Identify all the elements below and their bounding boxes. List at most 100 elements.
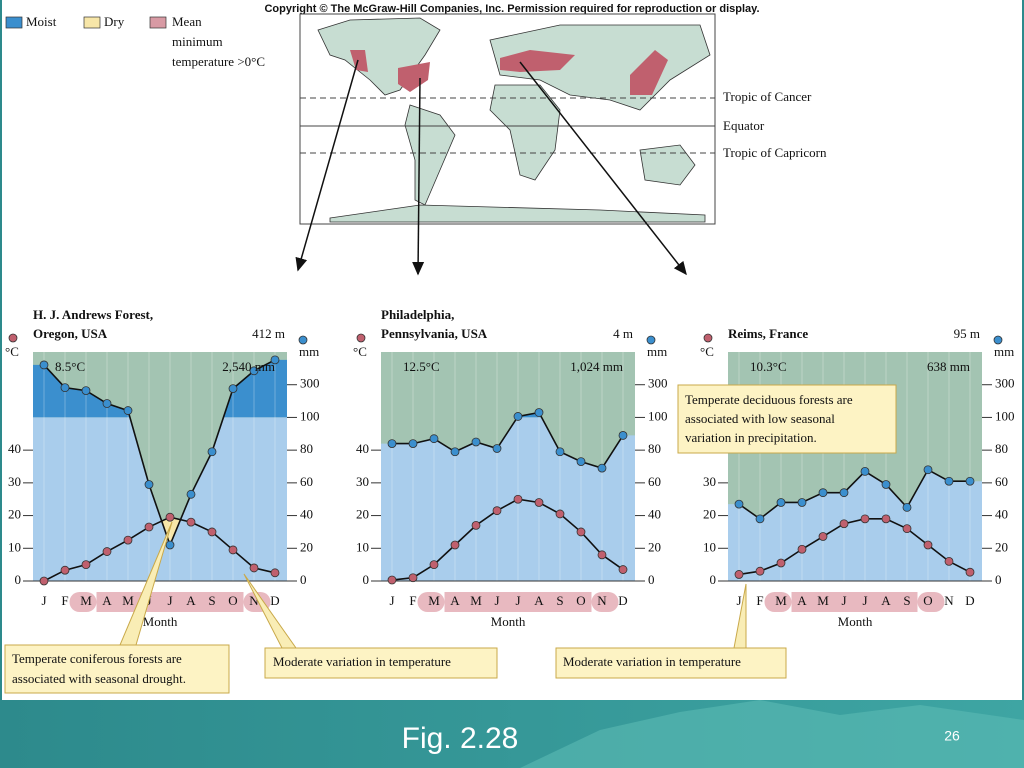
map-label: Equator: [723, 118, 765, 133]
y-tick-label: 40: [8, 441, 21, 456]
precipitation-point: [165, 540, 175, 550]
x-axis-label: Month: [491, 614, 526, 629]
annual-precipitation: 2,540 mm: [222, 359, 275, 374]
y2-tick-label: 0: [995, 572, 1002, 587]
x-tick-label: J: [494, 593, 499, 608]
region-oregon: [350, 50, 368, 72]
x-tick-label: M: [80, 593, 92, 608]
temperature-point: [597, 550, 607, 560]
y-tick-label: 10: [356, 539, 369, 554]
y-tick-label: 30: [8, 474, 21, 489]
frost-free-month: [201, 592, 223, 612]
callout-box: [4, 644, 230, 694]
y-tick-label: 30: [356, 474, 369, 489]
temperature-point: [555, 509, 565, 519]
map-label: Tropic of Capricorn: [723, 145, 827, 160]
x-tick-label: F: [409, 593, 416, 608]
x-tick-label: F: [61, 593, 68, 608]
callout-text: variation in precipitation.: [685, 430, 817, 445]
legend-swatch: [149, 16, 167, 29]
frost-free-month: [854, 592, 876, 612]
y2-tick-label: 60: [300, 474, 313, 489]
frost-free-month: [507, 592, 529, 612]
temperature-point: [576, 527, 586, 537]
y2-tick-label: 20: [648, 539, 661, 554]
temperature-point: [860, 514, 870, 524]
annual-precipitation: 638 mm: [927, 359, 970, 374]
chart-title: Oregon, USA: [33, 326, 108, 341]
legend-label: Dry: [104, 14, 125, 29]
mean-temperature: 8.5°C: [55, 359, 85, 374]
callout-box: [555, 647, 787, 679]
frost-free-month: [417, 592, 445, 612]
precipitation-point: [755, 514, 765, 524]
y2-tick-label: 20: [995, 539, 1008, 554]
y2-tick-label: 80: [995, 441, 1008, 456]
precipitation-point: [270, 355, 280, 365]
x-tick-label: O: [228, 593, 237, 608]
chart-title: Philadelphia,: [381, 307, 454, 322]
mean-temperature: 12.5°C: [403, 359, 440, 374]
y2-tick-label: 20: [300, 539, 313, 554]
x-tick-label: J: [515, 593, 520, 608]
precipitation-point: [734, 499, 744, 509]
x-tick-label: M: [817, 593, 829, 608]
precipitation-point: [123, 406, 133, 415]
legend-marker: [8, 333, 18, 343]
x-tick-label: D: [618, 593, 627, 608]
x-tick-label: J: [167, 593, 172, 608]
precipitation-point: [102, 399, 112, 408]
frost-free-month: [875, 592, 897, 612]
y2-tick-label: 80: [648, 441, 661, 456]
legend-label: temperature >0°C: [172, 54, 265, 69]
x-tick-label: J: [841, 593, 846, 608]
legend-label: Mean: [172, 14, 202, 29]
temperature-point: [429, 560, 439, 570]
chart-title: H. J. Andrews Forest,: [33, 307, 153, 322]
legend-marker: [298, 335, 308, 345]
frost-free-month: [486, 592, 508, 612]
precipitation-point: [471, 437, 481, 447]
frost-free-month: [465, 592, 487, 612]
legend-marker: [703, 333, 713, 343]
precipitation-point: [186, 489, 196, 499]
frost-free-month: [528, 592, 550, 612]
precipitation-point: [797, 498, 807, 507]
temperature-point: [39, 576, 49, 586]
precipitation-point: [39, 360, 49, 370]
callout-text: Moderate variation in temperature: [563, 654, 741, 669]
x-tick-label: N: [597, 593, 607, 608]
temperature-point: [776, 558, 786, 568]
frost-free-month: [549, 592, 571, 612]
frost-free-month: [896, 592, 918, 612]
temperature-point: [228, 545, 238, 555]
temperature-point: [471, 520, 481, 530]
precipitation-point: [597, 463, 607, 473]
x-tick-label: A: [881, 593, 891, 608]
y-tick-label: 0: [15, 572, 22, 587]
moist-area: [728, 469, 982, 581]
frost-free-month: [570, 592, 592, 612]
world-map: Tropic of Cancer Equator Tropic of Capri…: [299, 13, 827, 225]
frost-free-month: [180, 592, 202, 612]
x-axis-label: Month: [143, 614, 178, 629]
temperature-point: [881, 514, 891, 524]
x-tick-label: A: [186, 593, 196, 608]
moist-area-high: [33, 359, 287, 418]
temperature-point: [144, 522, 154, 532]
precipitation-point: [408, 439, 418, 449]
frost-free-month: [96, 592, 118, 612]
y2-tick-label: 100: [995, 408, 1015, 423]
precipitation-point: [60, 383, 70, 393]
precipitation-point: [555, 447, 565, 457]
frost-free-month: [444, 592, 466, 612]
callout-text: Temperate deciduous forests are: [685, 392, 853, 407]
callout-box: [264, 647, 498, 679]
precipitation-point: [902, 502, 912, 512]
chart-title: Reims, France: [728, 326, 808, 341]
y2-tick-label: 300: [648, 376, 668, 391]
callouts: Temperate coniferous forests are associa…: [4, 384, 897, 694]
moist-area: [381, 417, 635, 581]
caption: Fig. 2.28: [402, 722, 519, 755]
